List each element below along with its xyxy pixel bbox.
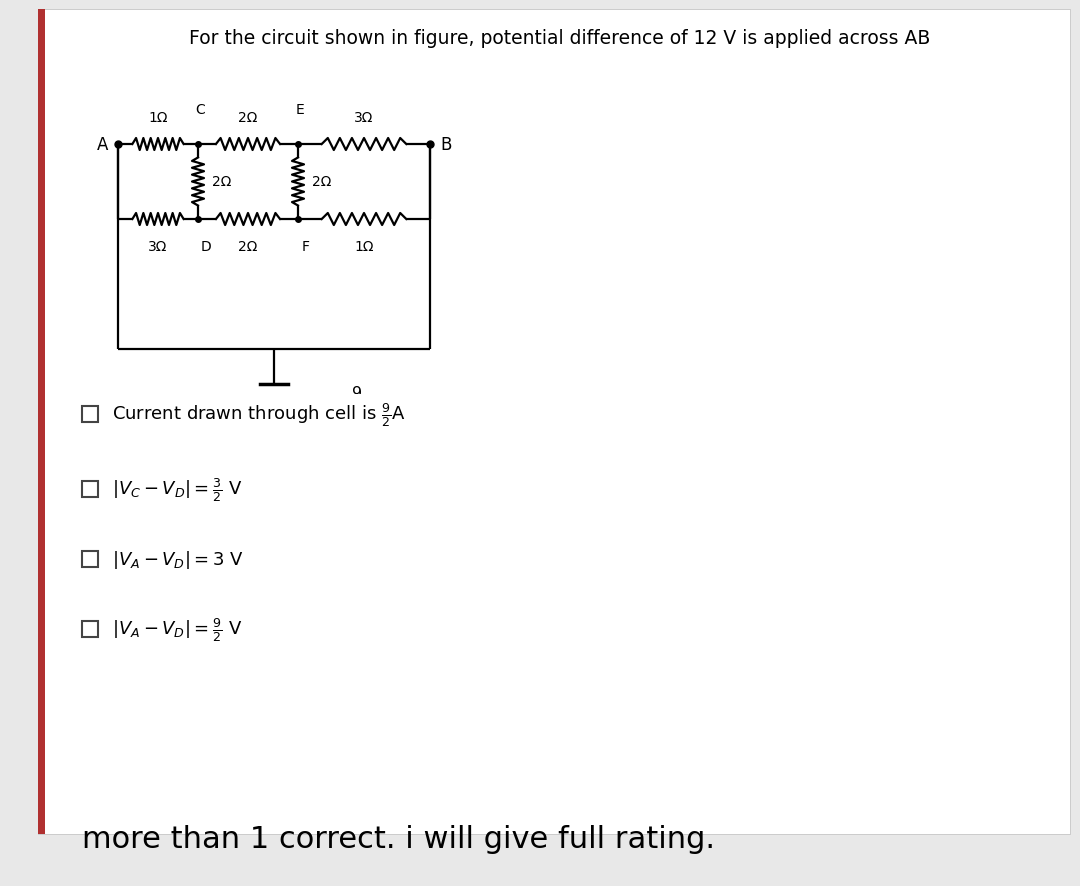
Bar — [38, 10, 45, 834]
Text: A: A — [372, 393, 383, 411]
Bar — [77, 394, 777, 664]
Text: C: C — [195, 103, 205, 117]
Text: A: A — [96, 136, 108, 154]
Text: D: D — [201, 240, 212, 253]
Text: |V: |V — [112, 469, 131, 486]
Text: 3Ω: 3Ω — [354, 111, 374, 125]
Text: 2Ω: 2Ω — [312, 175, 332, 190]
Text: B: B — [440, 136, 451, 154]
Text: 1Ω: 1Ω — [354, 240, 374, 253]
Text: 2Ω: 2Ω — [239, 240, 258, 253]
Text: 1Ω: 1Ω — [148, 111, 167, 125]
Text: 2Ω: 2Ω — [212, 175, 231, 190]
Bar — [82, 481, 98, 497]
Text: $|V_A - V_D| = 3$ V: $|V_A - V_D| = 3$ V — [112, 548, 244, 571]
Text: more than 1 correct. i will give full rating.: more than 1 correct. i will give full ra… — [82, 825, 715, 853]
Text: F: F — [302, 240, 310, 253]
Text: 2Ω: 2Ω — [239, 111, 258, 125]
Text: E: E — [296, 103, 305, 117]
Bar — [82, 407, 98, 423]
Text: 2: 2 — [352, 416, 362, 431]
Text: |Vₑ − Vᵈ| −: |Vₑ − Vᵈ| − — [112, 469, 211, 486]
Text: Current drawn through cell is $\frac{9}{2}$A: Current drawn through cell is $\frac{9}{… — [112, 400, 406, 429]
Bar — [82, 481, 98, 497]
Text: Current drawn through cell is: Current drawn through cell is — [112, 393, 381, 411]
Bar — [82, 621, 98, 637]
Text: $|V_A - V_D| = \frac{9}{2}$ V: $|V_A - V_D| = \frac{9}{2}$ V — [112, 616, 242, 643]
Text: |Vᶜ − Vᵈ|: |Vᶜ − Vᵈ| — [112, 469, 189, 486]
Bar — [82, 551, 98, 567]
Bar — [82, 407, 98, 423]
Text: For the circuit shown in figure, potential difference of 12 V is applied across : For the circuit shown in figure, potenti… — [189, 28, 931, 48]
Text: $|V_C - V_D| = \frac{3}{2}$ V: $|V_C - V_D| = \frac{3}{2}$ V — [112, 476, 243, 503]
Text: 12 V: 12 V — [280, 410, 316, 425]
Text: 3Ω: 3Ω — [148, 240, 167, 253]
Text: 9: 9 — [352, 385, 362, 400]
